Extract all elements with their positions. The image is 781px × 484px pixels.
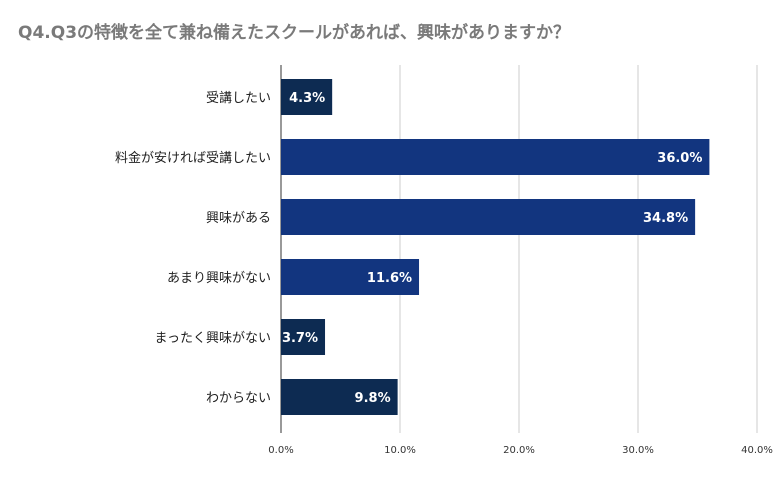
data-label: 11.6% <box>367 271 412 286</box>
data-label: 36.0% <box>657 151 702 166</box>
data-label: 3.7% <box>282 331 318 346</box>
category-label: わからない <box>206 391 271 406</box>
grid-lines <box>280 65 758 433</box>
data-label: 34.8% <box>643 211 688 226</box>
x-tick-label: 30.0% <box>622 445 654 456</box>
x-tick-label: 40.0% <box>741 445 773 456</box>
bar <box>281 259 420 295</box>
data-label: 9.8% <box>355 391 391 406</box>
bar <box>281 79 333 115</box>
bar <box>281 379 398 415</box>
data-label: 4.3% <box>289 91 325 106</box>
x-tick-label: 0.0% <box>268 445 293 456</box>
bars <box>281 79 710 415</box>
data-labels: 4.3% 36.0% 34.8% 11.6% 3.7% 9.8% <box>282 91 702 406</box>
bar <box>281 139 710 175</box>
x-tick-labels: 0.0% 10.0% 20.0% 30.0% 40.0% <box>268 445 773 456</box>
category-label: 受講したい <box>206 90 271 106</box>
category-label: あまり興味がない <box>167 271 271 286</box>
category-labels: 受講したい料金が安ければ受講したい興味があるあまり興味がないまったく興味がないわ… <box>115 90 271 406</box>
bar <box>281 319 326 355</box>
chart-title: Q4.Q3の特徴を全て兼ね備えたスクールがあれば、興味がありますか？ <box>18 23 571 43</box>
category-label: まったく興味がない <box>155 331 271 346</box>
bar <box>281 199 696 235</box>
category-label: 興味がある <box>206 211 271 226</box>
category-label: 料金が安ければ受講したい <box>115 150 271 166</box>
x-tick-label: 10.0% <box>384 445 416 456</box>
x-tick-label: 20.0% <box>503 445 535 456</box>
